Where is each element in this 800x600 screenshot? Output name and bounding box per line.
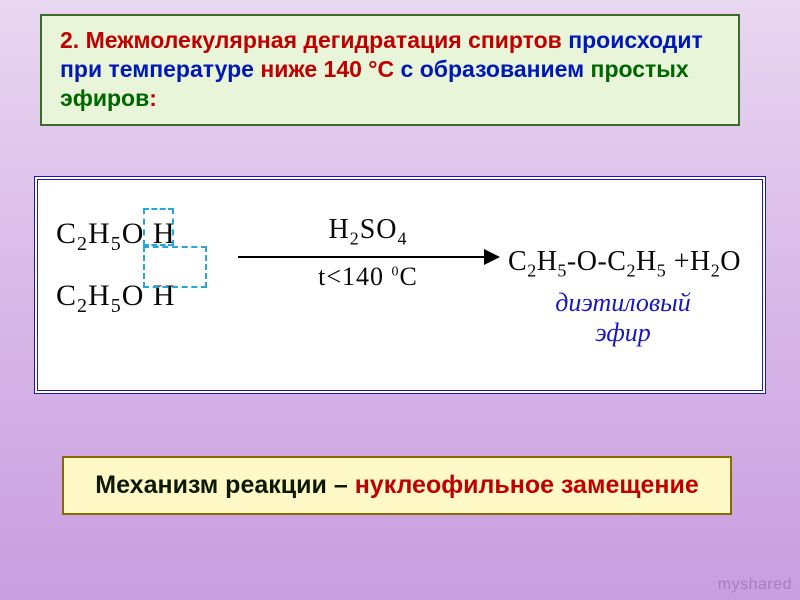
leaving-group-highlight-2 xyxy=(143,246,207,288)
mechanism-box: Механизм реакции – нуклеофильное замещен… xyxy=(62,456,732,515)
catalyst-label: H2SO4 xyxy=(238,214,498,250)
product-formula: C2H5-O-C2H5 +H2O xyxy=(508,246,741,282)
reaction-box: C2H5O H C2H5O H H2SO4 t<140 0C C2H5-O-C2… xyxy=(34,176,766,394)
definition-box: 2. Межмолекулярная дегидратация спиртов … xyxy=(40,14,740,126)
reaction-arrow-group: H2SO4 t<140 0C xyxy=(238,214,498,292)
product-name: диэтиловый эфир xyxy=(533,288,713,348)
reaction-arrow xyxy=(238,256,498,258)
mechanism-text: Механизм реакции – нуклеофильное замещен… xyxy=(74,470,720,501)
definition-text: 2. Межмолекулярная дегидратация спиртов … xyxy=(60,26,720,112)
leaving-group-highlight-1 xyxy=(143,208,174,246)
watermark: myshared xyxy=(718,576,792,594)
condition-label: t<140 0C xyxy=(238,262,498,292)
